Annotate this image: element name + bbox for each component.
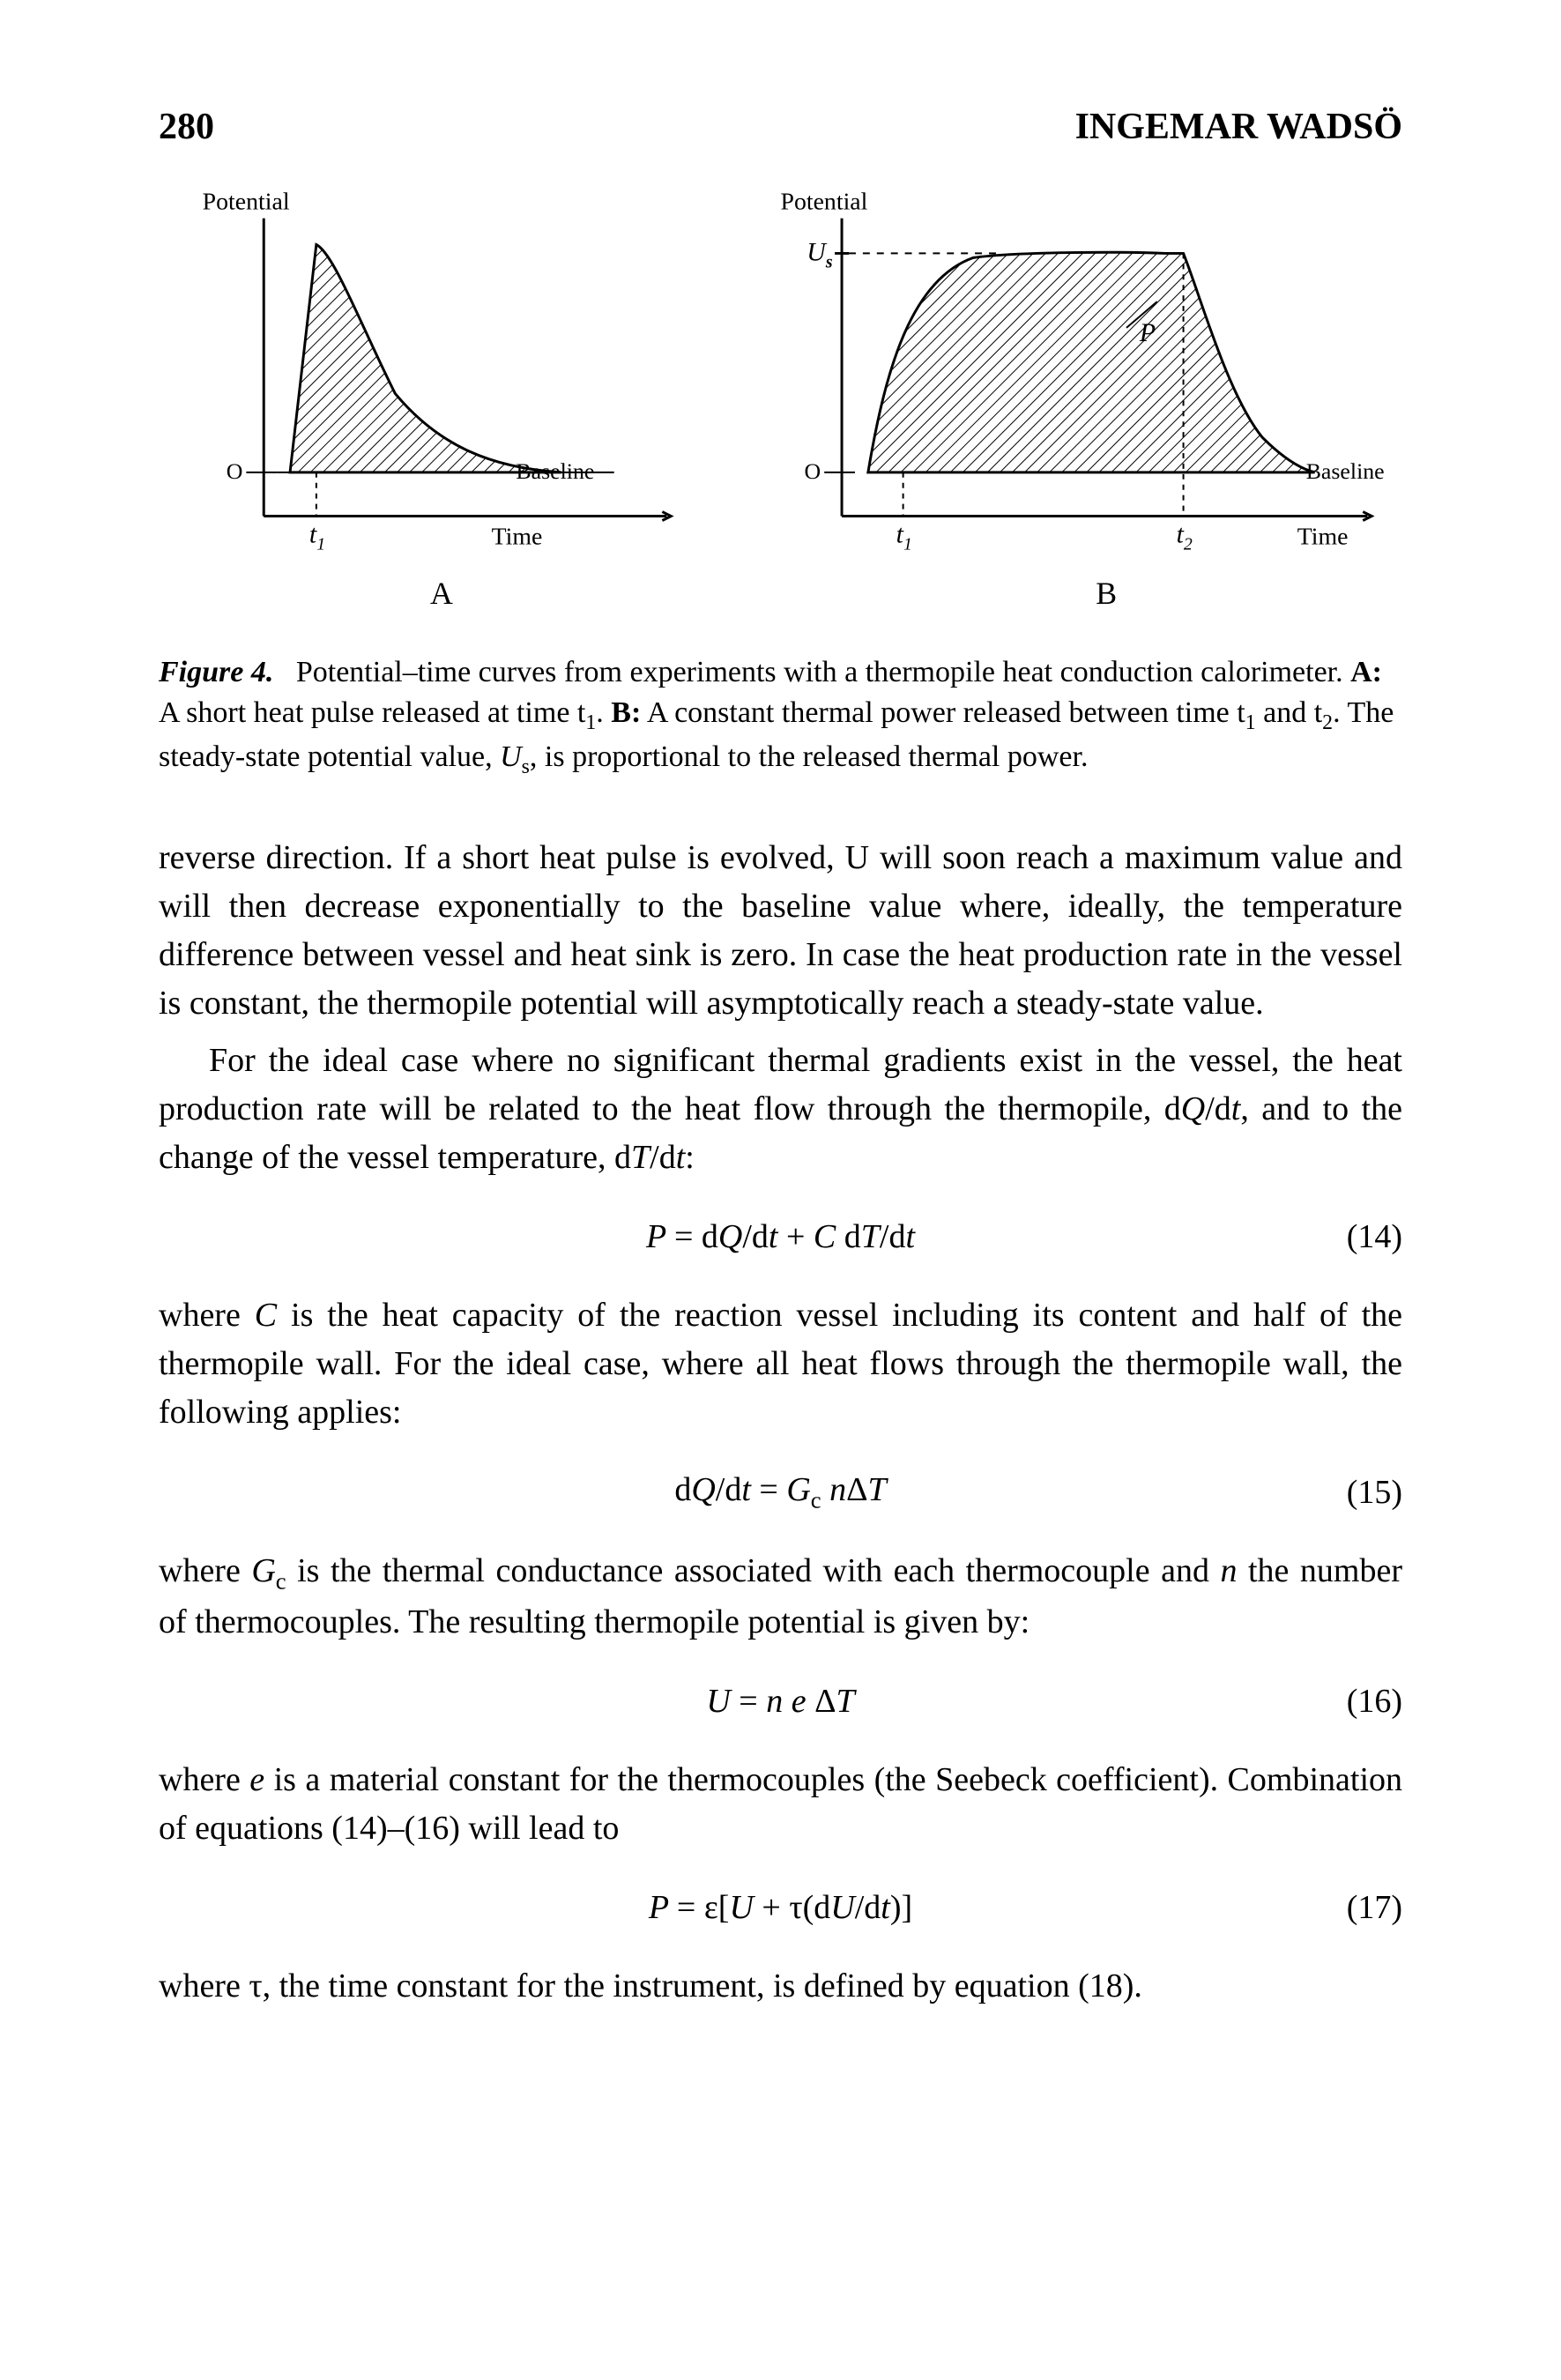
caption-a-sub: 1 — [585, 711, 596, 734]
eq17-content: P = ε[U + τ(dU/dt)] — [649, 1888, 912, 1927]
p2g: /d — [650, 1139, 676, 1176]
p2b: Q — [1181, 1090, 1205, 1127]
equation-16: U = n e ΔT (16) — [159, 1675, 1402, 1728]
caption-b-mid: and t — [1256, 696, 1323, 729]
eq14-content: P = dQ/dt + C dT/dt — [646, 1217, 915, 1256]
panel-b-baseline-label: Baseline — [1306, 458, 1385, 484]
p4a: where — [159, 1552, 251, 1589]
page-header: 280 INGEMAR WADSÖ — [159, 106, 1402, 148]
panel-a-t1: t1 — [309, 519, 325, 554]
panel-b-t1: t1 — [896, 519, 912, 554]
figure-4-diagram: Potential O Baseline t1 Time — [159, 175, 1402, 617]
caption-a-text: A short heat pulse released at time t — [159, 696, 585, 729]
panel-b-t2: t2 — [1177, 519, 1193, 554]
panel-b-us-label: Us — [807, 237, 833, 271]
p3c: is the heat capacity of the reaction ves… — [159, 1297, 1402, 1431]
p3b: C — [255, 1297, 277, 1334]
p3a: where — [159, 1297, 255, 1334]
caption-us-sub: s — [522, 755, 530, 777]
panel-b-label: B — [1096, 576, 1117, 611]
caption-text-1: Potential–time curves from experiments w… — [296, 656, 1350, 688]
p2d: t — [1231, 1090, 1241, 1127]
paragraph-6: where τ, the time constant for the instr… — [159, 1962, 1402, 2011]
paragraph-5: where e is a material constant for the t… — [159, 1756, 1402, 1853]
caption-us: U — [500, 740, 522, 773]
p2f: T — [631, 1139, 650, 1176]
panel-b-ylabel: Potential — [781, 189, 868, 216]
caption-b-text1: A constant thermal power released betwee… — [647, 696, 1245, 729]
caption-label: Figure 4. — [159, 656, 273, 688]
p5c: is a material constant for the thermocou… — [159, 1761, 1402, 1847]
p5a: where — [159, 1761, 249, 1798]
page-number: 280 — [159, 106, 214, 148]
eq17-number: (17) — [1347, 1888, 1402, 1927]
eq15-sub: c — [811, 1486, 821, 1513]
p5b: e — [249, 1761, 264, 1798]
eq15-number: (15) — [1347, 1473, 1402, 1512]
eq16-number: (16) — [1347, 1682, 1402, 1721]
paragraph-4: where Gc is the thermal conductance asso… — [159, 1547, 1402, 1647]
paragraph-3: where C is the heat capacity of the reac… — [159, 1291, 1402, 1437]
panel-a-label: A — [430, 576, 453, 611]
equation-17: P = ε[U + τ(dU/dt)] (17) — [159, 1881, 1402, 1934]
figure-4-caption: Figure 4. Potential–time curves from exp… — [159, 652, 1402, 781]
p2c: /d — [1205, 1090, 1231, 1127]
p4e: n — [1220, 1552, 1237, 1589]
p2h: t — [676, 1139, 686, 1176]
panel-b-xlabel: Time — [1297, 523, 1349, 550]
eq16-content: U = n e ΔT — [706, 1682, 854, 1721]
caption-a-label: A: — [1350, 656, 1382, 688]
eq15-content: dQ/dt = Gc nΔT — [674, 1470, 886, 1514]
panel-a-ylabel: Potential — [203, 189, 290, 216]
paragraph-1: reverse direction. If a short heat pulse… — [159, 834, 1402, 1028]
panel-a: Potential O Baseline t1 Time — [203, 189, 672, 611]
p4c: c — [276, 1567, 286, 1594]
p4d: is the thermal conductance associated wi… — [286, 1552, 1221, 1589]
author-name: INGEMAR WADSÖ — [1075, 106, 1402, 148]
panel-b-p-label: P — [1139, 318, 1156, 347]
caption-a-after: . — [596, 696, 611, 729]
panel-b: Potential Us O Baseline P — [781, 189, 1385, 611]
eq14-number: (14) — [1347, 1217, 1402, 1256]
p2i: : — [685, 1139, 695, 1176]
body-text: reverse direction. If a short heat pulse… — [159, 834, 1402, 2011]
panel-b-origin: O — [805, 458, 821, 484]
p4b: G — [251, 1552, 275, 1589]
panel-a-xlabel: Time — [492, 523, 543, 550]
page: 280 INGEMAR WADSÖ Potential — [0, 0, 1561, 2380]
caption-b-sub2: 2 — [1322, 711, 1333, 734]
caption-b-text3: , is proportional to the released therma… — [530, 740, 1089, 773]
panel-a-origin: O — [227, 458, 243, 484]
caption-b-label: B: — [611, 696, 641, 729]
caption-b-sub1: 1 — [1245, 711, 1256, 734]
paragraph-2: For the ideal case where no significant … — [159, 1037, 1402, 1182]
equation-14: P = dQ/dt + C dT/dt (14) — [159, 1210, 1402, 1263]
equation-15: dQ/dt = Gc nΔT (15) — [159, 1466, 1402, 1519]
